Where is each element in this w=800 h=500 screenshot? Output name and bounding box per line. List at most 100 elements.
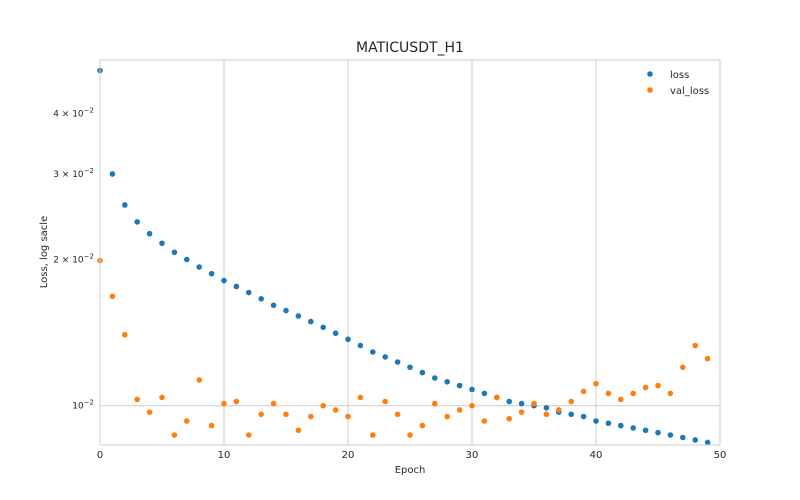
x-axis-ticks: 0 10 20 30 40 50 (97, 450, 727, 461)
point-loss (196, 264, 202, 270)
point-val-loss (680, 364, 686, 371)
point-val-loss (407, 432, 413, 438)
point-val-loss (320, 402, 327, 409)
point-val-loss (208, 422, 215, 429)
point-loss (456, 382, 463, 389)
point-val-loss (642, 384, 649, 391)
point-loss (320, 324, 327, 331)
point-val-loss (605, 390, 612, 397)
point-val-loss (432, 400, 438, 407)
y-axis-ticks: 10−2 2 × 10−2 3 × 10−2 4 × 10−2 (53, 106, 94, 411)
data-points (97, 67, 711, 446)
point-val-loss (233, 398, 240, 405)
point-val-loss (593, 380, 599, 387)
point-val-loss (258, 411, 265, 418)
point-loss (642, 427, 649, 434)
point-val-loss (618, 396, 624, 403)
legend-marker (647, 71, 653, 77)
x-tick-label: 40 (590, 450, 603, 461)
point-loss (543, 405, 550, 411)
point-val-loss (518, 409, 525, 415)
x-tick-label: 20 (342, 450, 355, 461)
legend-label: loss (670, 70, 689, 81)
point-val-loss (506, 415, 512, 422)
point-loss (506, 398, 512, 405)
point-loss (146, 230, 153, 237)
point-val-loss (667, 390, 674, 397)
point-val-loss (444, 413, 451, 420)
point-loss (345, 336, 351, 343)
point-loss (382, 354, 389, 360)
point-loss (246, 289, 252, 296)
point-val-loss (109, 293, 116, 300)
point-val-loss (531, 400, 537, 407)
y-tick-label: 4 × 10−2 (53, 106, 94, 119)
x-tick-label: 0 (97, 450, 103, 461)
point-val-loss (332, 407, 339, 413)
chart-title: MATICUSDT_H1 (356, 40, 464, 56)
point-val-loss (382, 398, 389, 405)
point-loss (308, 318, 314, 325)
point-loss (357, 342, 364, 349)
point-loss (122, 202, 128, 208)
point-val-loss (146, 409, 153, 415)
point-loss (630, 425, 636, 431)
point-loss (605, 420, 612, 427)
y-tick-label: 3 × 10−2 (53, 167, 94, 180)
point-val-loss (122, 331, 128, 338)
point-loss (618, 422, 624, 429)
point-loss (692, 437, 698, 443)
point-loss (233, 283, 240, 290)
series-val-loss (97, 257, 711, 438)
point-loss (469, 386, 475, 393)
point-loss (295, 313, 302, 319)
point-val-loss (692, 342, 698, 349)
plot-area-frame (99, 59, 721, 446)
point-val-loss (159, 394, 165, 401)
legend: loss val_loss (647, 70, 709, 97)
point-loss (518, 400, 525, 407)
point-val-loss (568, 398, 574, 405)
point-loss (270, 302, 277, 309)
point-loss (332, 330, 339, 337)
series-loss (97, 67, 711, 446)
point-loss (667, 432, 674, 438)
legend-label: val_loss (670, 86, 709, 97)
x-tick-label: 30 (466, 450, 479, 461)
point-loss (593, 418, 599, 424)
point-val-loss (469, 402, 475, 409)
y-tick-label: 2 × 10−2 (53, 252, 94, 265)
point-loss (184, 256, 190, 263)
y-tick-label: 10−2 (72, 399, 94, 412)
point-val-loss (357, 394, 364, 401)
point-loss (580, 413, 587, 420)
x-axis-label: Epoch (395, 465, 426, 476)
point-loss (655, 429, 661, 436)
point-loss (171, 249, 178, 256)
point-loss (680, 434, 686, 441)
point-val-loss (655, 382, 661, 389)
point-val-loss (308, 413, 314, 420)
point-loss (370, 349, 376, 355)
point-val-loss (494, 394, 500, 401)
point-val-loss (580, 388, 587, 395)
point-loss (208, 270, 215, 277)
point-loss (221, 277, 227, 284)
point-val-loss (196, 377, 202, 383)
point-val-loss (345, 413, 351, 420)
y-axis-label: Loss, log sacle (39, 216, 50, 288)
point-val-loss (704, 355, 711, 362)
point-val-loss (134, 396, 140, 403)
point-val-loss (283, 411, 289, 418)
point-val-loss (184, 418, 190, 424)
point-loss (407, 364, 413, 371)
point-loss (159, 240, 165, 247)
point-val-loss (481, 418, 488, 424)
point-loss (394, 359, 401, 365)
point-loss (432, 375, 438, 381)
point-loss (481, 390, 488, 397)
point-val-loss (370, 432, 376, 438)
point-val-loss (221, 400, 227, 407)
